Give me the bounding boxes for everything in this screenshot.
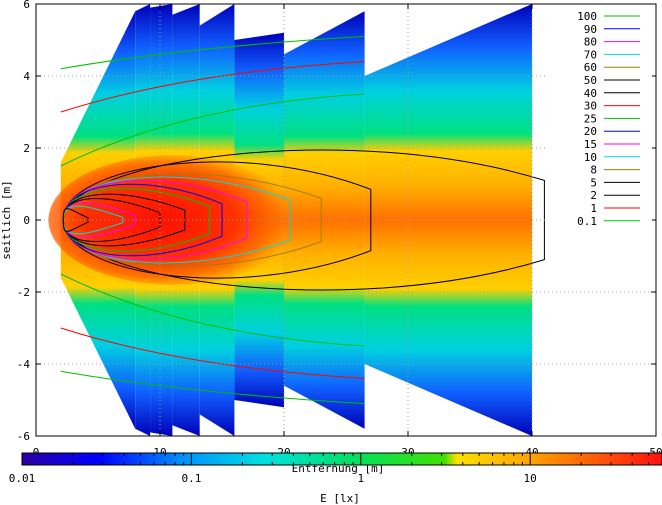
y-axis-label: seitlich [m] bbox=[0, 180, 13, 259]
legend-label: 1 bbox=[590, 202, 597, 215]
legend-label: 40 bbox=[584, 87, 597, 100]
contour-line bbox=[60, 35, 365, 70]
colorbar-tick-label: 10 bbox=[524, 472, 537, 485]
legend-label: 5 bbox=[590, 176, 597, 189]
legend-label: 30 bbox=[584, 100, 597, 113]
legend-label: 70 bbox=[584, 48, 597, 61]
legend-background bbox=[548, 8, 652, 226]
colorbar-bar bbox=[21, 452, 662, 466]
legend-label: 50 bbox=[584, 74, 597, 87]
contour-line bbox=[62, 202, 136, 238]
y-tick-label: -2 bbox=[17, 286, 30, 299]
legend-label: 60 bbox=[584, 61, 597, 74]
contour-line bbox=[60, 327, 365, 379]
y-tick-label: 2 bbox=[23, 142, 30, 155]
colorbar-ticks: 0.01 0.1 1 10 bbox=[9, 453, 662, 485]
contour-line bbox=[62, 183, 223, 257]
contour-line bbox=[62, 205, 124, 235]
contour-line bbox=[62, 188, 211, 252]
legend-label: 8 bbox=[590, 164, 597, 177]
y-tick-label: 0 bbox=[23, 214, 30, 227]
colorbar-tick-label: 0.01 bbox=[9, 472, 36, 485]
contour-line bbox=[60, 370, 365, 405]
colorbar-tick-label: 1 bbox=[357, 472, 364, 485]
legend-label: 25 bbox=[584, 112, 597, 125]
contour-line bbox=[62, 180, 248, 260]
legend-label: 80 bbox=[584, 36, 597, 49]
contour-line bbox=[60, 273, 365, 347]
colorbar-tick-label: 0.1 bbox=[181, 472, 201, 485]
legend-label: 100 bbox=[577, 10, 597, 23]
y-tick-label: 4 bbox=[23, 70, 30, 83]
colorbar: 0.01 0.1 1 10 E [lx] bbox=[9, 452, 662, 505]
y-tick-label: -4 bbox=[17, 358, 31, 371]
legend-label: 10 bbox=[584, 151, 597, 164]
contour-line bbox=[60, 61, 365, 113]
y-tick-label: 6 bbox=[23, 0, 30, 11]
y-tick-label: -6 bbox=[17, 430, 30, 443]
contour-line bbox=[62, 161, 372, 279]
y-axis-ticks: -6 -4 -2 0 2 4 6 bbox=[17, 0, 656, 443]
legend-label: 0.1 bbox=[577, 215, 597, 228]
legend-label: 15 bbox=[584, 138, 597, 151]
legend-label: 2 bbox=[590, 189, 597, 202]
contour-line bbox=[62, 172, 322, 268]
contour-line bbox=[60, 93, 365, 167]
legend-label: 90 bbox=[584, 23, 597, 36]
colorbar-label: E [lx] bbox=[320, 492, 360, 505]
legend-label: 20 bbox=[584, 125, 597, 138]
